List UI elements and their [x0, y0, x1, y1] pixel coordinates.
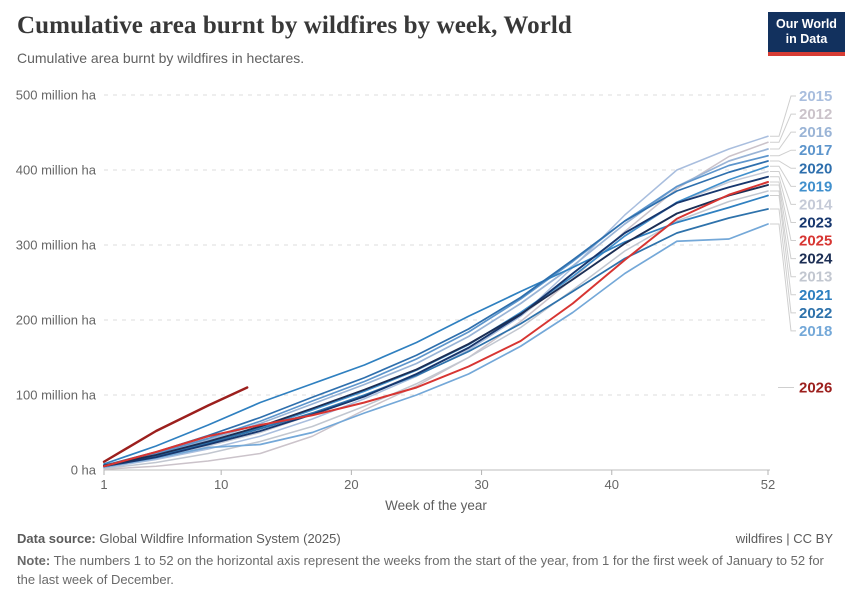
y-axis-tick-label: 100 million ha	[16, 388, 97, 403]
data-source-label: Data source:	[17, 531, 96, 546]
y-axis-tick-label: 500 million ha	[16, 88, 97, 103]
y-axis-tick-label: 200 million ha	[16, 313, 97, 328]
series-line-2023[interactable]	[103, 175, 769, 468]
legend-connector	[770, 223, 796, 332]
legend-year-2025[interactable]: 2025	[799, 233, 832, 250]
legend-year-2016[interactable]: 2016	[799, 124, 832, 141]
legend-connector	[770, 176, 796, 223]
legend-connector	[770, 95, 796, 137]
legend-year-2019[interactable]: 2019	[799, 178, 832, 195]
legend-year-2012[interactable]: 2012	[799, 106, 832, 123]
footer-note: Note: The numbers 1 to 52 on the horizon…	[17, 552, 829, 590]
owid-logo[interactable]: Our World in Data	[768, 12, 845, 56]
note-text: The numbers 1 to 52 on the horizontal ax…	[17, 553, 824, 587]
legend-connector	[770, 195, 796, 296]
note-label: Note:	[17, 553, 51, 568]
legend-connector	[770, 190, 796, 278]
series-line-2026[interactable]	[102, 386, 249, 463]
legend-connector	[770, 171, 796, 205]
legend-year-2022[interactable]: 2022	[799, 305, 832, 322]
legend-connector	[770, 113, 796, 143]
legend-year-2014[interactable]: 2014	[799, 196, 833, 213]
legend-year-2020[interactable]: 2020	[799, 160, 832, 177]
series-line-2015[interactable]	[103, 135, 769, 469]
x-axis-tick-label: 20	[344, 477, 358, 492]
chart-subtitle: Cumulative area burnt by wildfires in he…	[17, 50, 305, 66]
license-link[interactable]: wildfires | CC BY	[735, 531, 833, 546]
legend-year-2013[interactable]: 2013	[799, 269, 832, 286]
legend-connector	[770, 165, 796, 187]
legend-connector	[770, 181, 796, 242]
series-line-2024[interactable]	[103, 184, 769, 467]
x-axis-tick-label: 10	[214, 477, 228, 492]
y-axis-tick-label: 0 ha	[71, 463, 97, 478]
series-line-2025[interactable]	[103, 181, 769, 468]
y-axis-tick-label: 300 million ha	[16, 238, 97, 253]
owid-logo-line1: Our World	[776, 17, 837, 31]
legend-connector	[770, 131, 796, 150]
legend-year-2023[interactable]: 2023	[799, 214, 832, 231]
x-axis-tick-label: 40	[605, 477, 619, 492]
legend-year-2024[interactable]: 2024	[799, 251, 833, 268]
legend-year-2021[interactable]: 2021	[799, 287, 832, 304]
y-axis-tick-label: 400 million ha	[16, 163, 97, 178]
series-line-2014[interactable]	[103, 170, 769, 468]
series-line-2019[interactable]	[103, 165, 769, 468]
data-source-text: Global Wildfire Information System (2025…	[99, 531, 341, 546]
data-source: Data source: Global Wildfire Information…	[17, 531, 341, 546]
legend-year-2026[interactable]: 2026	[799, 380, 832, 397]
series-line-2018[interactable]	[103, 223, 769, 468]
series-line-2017[interactable]	[103, 154, 769, 467]
series-line-2020[interactable]	[103, 160, 769, 467]
legend-year-2017[interactable]: 2017	[799, 142, 832, 159]
footer-source-row: Data source: Global Wildfire Information…	[17, 531, 833, 546]
legend-connector	[770, 184, 796, 260]
legend-year-2018[interactable]: 2018	[799, 323, 832, 340]
x-axis-tick-label: 30	[474, 477, 488, 492]
x-axis-title: Week of the year	[385, 498, 487, 513]
owid-logo-line2: in Data	[785, 32, 828, 46]
legend-connector	[770, 160, 796, 169]
legend-connector	[770, 208, 796, 314]
series-line-2022[interactable]	[103, 208, 769, 468]
x-axis-tick-label: 52	[761, 477, 775, 492]
series-line-2021[interactable]	[103, 194, 769, 465]
page-title: Cumulative area burnt by wildfires by we…	[17, 12, 572, 39]
legend-connector	[770, 149, 796, 157]
x-axis-tick-label: 1	[100, 477, 107, 492]
legend-year-2015[interactable]: 2015	[799, 88, 832, 105]
